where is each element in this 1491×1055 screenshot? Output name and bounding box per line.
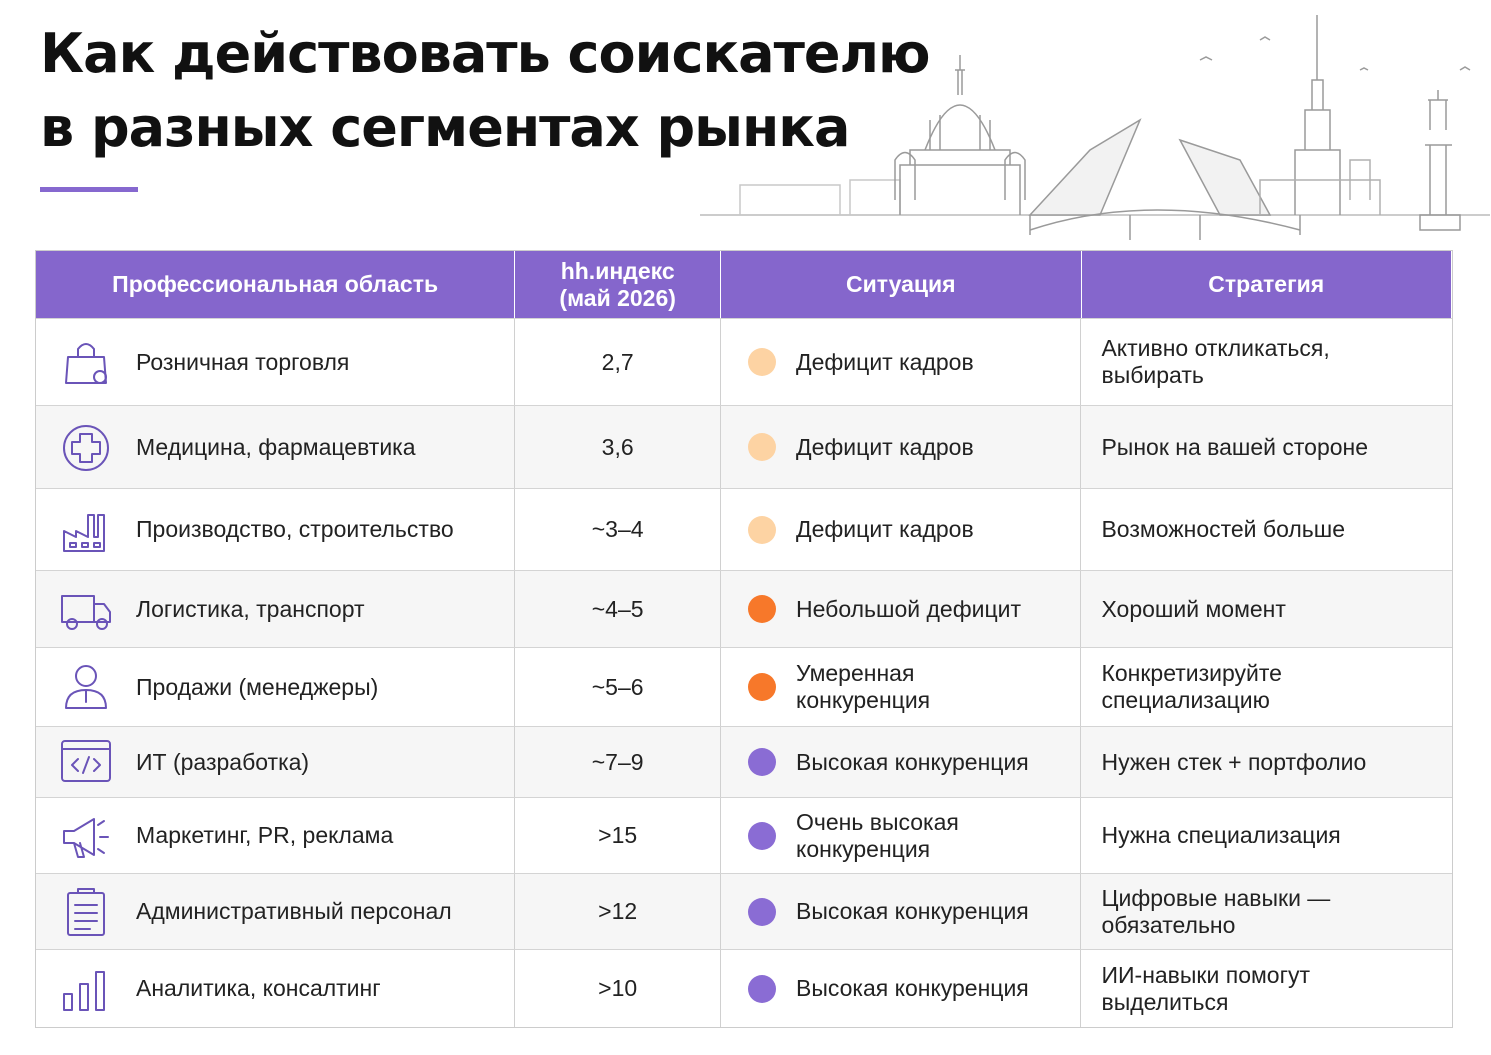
situation-cell: Высокая конкуренция [721, 727, 1082, 797]
strategy-cell: Рынок на вашей стороне [1101, 433, 1369, 460]
strategy-cell: Нужна специализация [1101, 822, 1341, 848]
situation-cell: Умеренная конкуренция [721, 648, 1082, 726]
column-header: Стратегия [1082, 251, 1452, 318]
title-underline [40, 187, 138, 192]
strategy-cell: Хороший момент [1101, 595, 1286, 622]
title-line: в разных сегментах рынка [40, 96, 850, 159]
column-header: hh.индекс (май 2026) [515, 251, 722, 318]
area-name: ИТ (разработка) [136, 748, 310, 775]
market-table: Профессиональная область hh.индекс (май … [35, 250, 1453, 1028]
index-cell: ~4–5 [515, 571, 721, 647]
status-dot [748, 748, 776, 776]
table-row: Аналитика, консалтинг >10 Высокая конкурен… [36, 950, 1452, 1027]
table-header: Профессиональная область hh.индекс (май … [36, 251, 1452, 319]
situation-cell: Небольшой дефицит [721, 571, 1082, 647]
area-icon [61, 740, 111, 782]
area-name: Аналитика, консалтинг [136, 975, 381, 1001]
area-cell: Административный персонал [36, 874, 516, 949]
strategy-cell: Нужен стек + портфолио [1101, 748, 1367, 775]
index-cell: ~7–9 [515, 727, 721, 797]
area-icon [67, 887, 105, 936]
strategy-cell: Цифровые навыки — обязательно [1101, 884, 1331, 938]
area-icon [63, 513, 105, 552]
area-name: Логистика, транспорт [136, 595, 365, 622]
index-cell: ~3–4 [515, 489, 721, 570]
area-cell: Производство, строительство [36, 489, 516, 570]
situation-text: Высокая конкуренция [796, 748, 1029, 775]
situation-cell: Очень высокая конкуренция [721, 798, 1082, 873]
status-dot [748, 897, 776, 926]
index-cell: >15 [515, 798, 721, 873]
situation-cell: Дефицит кадров [721, 406, 1082, 488]
strategy-cell: Возможностей больше [1101, 516, 1346, 542]
index-cell: ~5–6 [515, 648, 721, 726]
area-icon [65, 343, 107, 384]
status-dot [748, 821, 776, 850]
table-row: Продажи (менеджеры) ~5–6 Умеренная конкуре… [36, 648, 1452, 727]
situation-text: Высокая конкуренция [796, 975, 1029, 1001]
table-row: Медицина, фармацевтика 3,6 Дефицит кадров Р… [36, 406, 1452, 489]
status-dot [748, 515, 776, 544]
city-skyline [700, 15, 1490, 240]
situation-text: Высокая конкуренция [796, 898, 1029, 924]
table-row: Розничная торговля 2,7 Дефицит кадров Актив… [36, 319, 1452, 406]
title-line: Как действовать соискателю [40, 22, 931, 85]
area-name: Розничная торговля [136, 348, 350, 375]
status-dot [748, 673, 776, 701]
table-row: Маркетинг, PR, реклама >15 Очень высокая к… [36, 798, 1452, 874]
area-icon [63, 425, 109, 471]
situation-cell: Дефицит кадров [721, 319, 1082, 405]
index-cell: 3,6 [515, 406, 721, 488]
situation-text: Дефицит кадров [796, 348, 974, 375]
table-row: Административный персонал >12 Высокая конк… [36, 874, 1452, 950]
area-icon [63, 970, 105, 1011]
situation-cell: Дефицит кадров [721, 489, 1082, 570]
table-row: Логистика, транспорт ~4–5 Небольшой дефици… [36, 571, 1452, 648]
column-header: Ситуация [721, 251, 1082, 318]
status-dot [748, 433, 776, 461]
strategy-cell: Активно откликаться, выбирать [1101, 335, 1330, 388]
situation-cell: Высокая конкуренция [721, 874, 1082, 949]
status-dot [748, 348, 776, 376]
status-dot [748, 974, 776, 1003]
situation-text: Дефицит кадров [796, 433, 974, 460]
index-cell: >10 [515, 950, 721, 1027]
column-header: Профессиональная область [36, 251, 516, 318]
situation-cell: Высокая конкуренция [721, 950, 1082, 1027]
table-row: Производство, строительство ~3–4 Дефицит к… [36, 489, 1452, 571]
area-icon [65, 665, 107, 709]
situation-text: Умеренная конкуренция [796, 660, 931, 713]
status-dot [748, 595, 776, 623]
area-name: Продажи (менеджеры) [136, 673, 379, 700]
area-name: Производство, строительство [136, 516, 454, 542]
area-cell: Логистика, транспорт [36, 571, 516, 647]
area-cell: Аналитика, консалтинг [36, 950, 516, 1027]
strategy-cell: ИИ-навыки помогут выделиться [1101, 961, 1311, 1015]
strategy-cell: Конкретизируйте специализацию [1101, 660, 1282, 713]
area-cell: ИТ (разработка) [36, 727, 516, 797]
area-cell: Розничная торговля [36, 319, 516, 405]
situation-text: Небольшой дефицит [796, 595, 1022, 622]
index-cell: >12 [515, 874, 721, 949]
index-cell: 2,7 [515, 319, 721, 405]
table-row: ИТ (разработка) ~7–9 Высокая конкуренция Ну… [36, 727, 1452, 798]
area-name: Медицина, фармацевтика [136, 433, 416, 460]
area-name: Маркетинг, PR, реклама [136, 822, 394, 848]
situation-text: Дефицит кадров [796, 516, 974, 542]
area-cell: Продажи (менеджеры) [36, 648, 516, 726]
area-cell: Медицина, фармацевтика [36, 406, 516, 488]
area-icon [63, 817, 109, 858]
area-cell: Маркетинг, PR, реклама [36, 798, 516, 873]
area-name: Административный персонал [136, 898, 452, 924]
situation-text: Очень высокая конкуренция [796, 808, 959, 862]
area-icon [61, 595, 111, 630]
